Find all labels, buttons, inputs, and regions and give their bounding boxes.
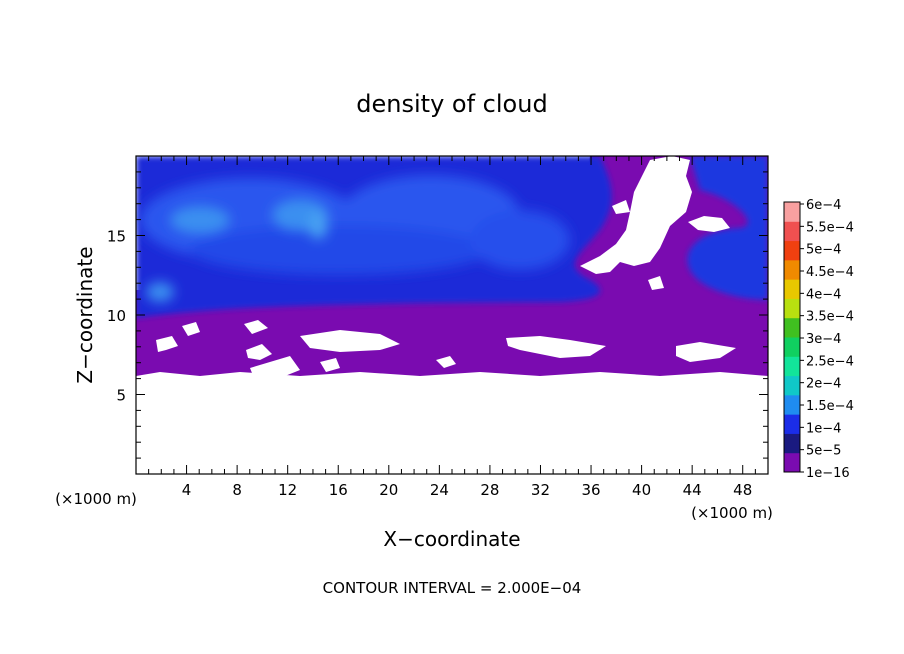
colorbar-swatch bbox=[784, 337, 800, 357]
y-tick-label: 15 bbox=[107, 228, 126, 246]
colorbar-swatch bbox=[784, 259, 800, 280]
colorbar-swatch bbox=[784, 452, 800, 473]
x-axis-label: X−coordinate bbox=[383, 527, 520, 551]
x-tick-label: 20 bbox=[379, 481, 398, 499]
empty-patches bbox=[136, 320, 768, 474]
colorbar-swatch bbox=[784, 240, 800, 261]
colorbar-swatch bbox=[784, 433, 800, 454]
y-axis-label: Z−coordinate bbox=[73, 246, 97, 383]
y-axis: 5 10 15 bbox=[107, 171, 768, 459]
empty-patches-upper bbox=[580, 156, 730, 290]
colorbar-label: 1e−16 bbox=[806, 466, 850, 481]
colorbar: 1e−16 5e−5 1e−4 1.5e−4 2e−4 2.5e−4 3e−4 3.5e−4 4… bbox=[783, 198, 854, 481]
x-unit-label-left: (×1000 m) bbox=[55, 490, 137, 508]
colorbar-label: 4e−4 bbox=[806, 287, 841, 302]
colorbar-label: 5e−5 bbox=[806, 444, 841, 459]
colorbar-label: 2e−4 bbox=[806, 377, 841, 392]
colorbar-label: 2.5e−4 bbox=[806, 354, 854, 369]
x-tick-label: 24 bbox=[430, 481, 449, 499]
x-unit-label-right: (×1000 m) bbox=[691, 504, 773, 522]
colorbar-swatch bbox=[784, 221, 800, 242]
colorbar-swatch bbox=[784, 375, 800, 396]
colorbar-swatch bbox=[784, 394, 800, 415]
colorbar-label: 3.5e−4 bbox=[806, 310, 854, 325]
colorbar-swatch bbox=[784, 414, 800, 434]
colorbar-swatch bbox=[784, 279, 800, 299]
colorbar-label: 5.5e−4 bbox=[806, 220, 854, 235]
chart-title: density of cloud bbox=[356, 90, 547, 118]
colorbar-label: 6e−4 bbox=[806, 198, 841, 213]
colorbar-swatch bbox=[784, 298, 800, 319]
colorbar-swatch bbox=[784, 202, 800, 222]
x-tick-label: 8 bbox=[232, 481, 242, 499]
colorbar-frame bbox=[783, 201, 801, 473]
x-tick-label: 40 bbox=[632, 481, 651, 499]
x-tick-label: 48 bbox=[733, 481, 752, 499]
density-field bbox=[136, 156, 768, 474]
colorbar-label: 3e−4 bbox=[806, 332, 841, 347]
x-tick-label: 44 bbox=[683, 481, 702, 499]
colorbar-swatch bbox=[784, 317, 800, 338]
x-tick-label: 16 bbox=[329, 481, 348, 499]
x-tick-label: 4 bbox=[182, 481, 192, 499]
colorbar-label: 5e−4 bbox=[806, 243, 841, 258]
x-tick-label: 32 bbox=[531, 481, 550, 499]
contour-interval: CONTOUR INTERVAL = 2.000E−04 bbox=[323, 579, 582, 597]
colorbar-label: 4.5e−4 bbox=[806, 265, 854, 280]
x-tick-label: 36 bbox=[581, 481, 600, 499]
colorbar-label: 1.5e−4 bbox=[806, 399, 854, 414]
y-tick-label: 10 bbox=[107, 307, 126, 325]
y-tick-label: 5 bbox=[116, 387, 126, 405]
x-tick-label: 28 bbox=[480, 481, 499, 499]
x-tick-label: 12 bbox=[278, 481, 297, 499]
colorbar-label: 1e−4 bbox=[806, 421, 841, 436]
x-axis: 4 8 12 16 20 24 28 32 36 40 44 48 bbox=[148, 156, 756, 499]
colorbar-swatch bbox=[784, 356, 800, 377]
